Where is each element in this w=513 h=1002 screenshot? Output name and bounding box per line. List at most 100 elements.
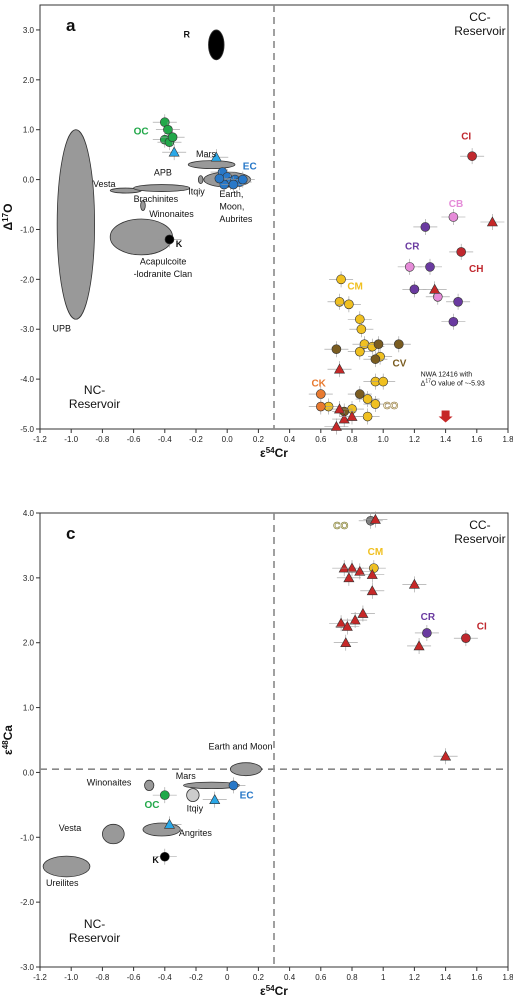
panel-c-ellipse-winonaites (144, 779, 155, 791)
panel-a-point-cr (448, 316, 459, 327)
panel-c-nc-region-label: Reservoir (69, 931, 120, 945)
panel-a-point-cr (409, 284, 420, 295)
panel-c-x-tick-label: 1 (381, 973, 386, 982)
panel-c-point-ungrouped-cc (354, 565, 366, 576)
panel-a-point-cm (356, 324, 367, 335)
label-itqiy: Itqiy (187, 803, 204, 813)
panel-a-x-tick-label: 0.4 (284, 435, 296, 444)
panel-c-ellipse-earth-and-moon (229, 762, 262, 777)
panel-c-point-ungrouped-cc (343, 572, 355, 583)
panel-a-x-tick-label: 1.0 (378, 435, 390, 444)
label-winonaites: Winonaites (149, 209, 194, 219)
label-winonaites: Winonaites (87, 777, 132, 787)
panel-c-point-ungrouped-cc (366, 568, 378, 579)
panel-a-x-tick-label: 0.6 (315, 435, 327, 444)
panel-a-cc-region-label: CC- (469, 10, 490, 24)
panel-a-ellipse-mars (187, 160, 236, 170)
panel-c-point-ungrouped-cc (335, 617, 347, 628)
panel-c-y-axis-title: ε48Ca (1, 725, 16, 755)
panel-c-y-tick-label: 0.0 (23, 768, 35, 777)
panel-c-x-tick-label: 0.4 (284, 973, 296, 982)
panel-a-point-cm (362, 394, 373, 404)
label-ci: CI (477, 622, 487, 633)
label-ec: EC (243, 162, 257, 173)
panel-a-ellipse-brachinites (140, 200, 146, 211)
panel-a-point-cv (393, 339, 404, 350)
panel-c-point-ungrouped-cc (369, 513, 381, 524)
panel-a-point-cm (334, 296, 345, 307)
panel-a-point-ungrouped-cc (338, 413, 350, 424)
label-k: K (152, 855, 159, 865)
panel-c-x-tick-label: -0.2 (189, 973, 203, 982)
panel-c-ellipse-ureilites (42, 855, 91, 878)
panel-c-nc-region-label: NC- (84, 917, 105, 931)
panel-a-panel-letter: a (66, 16, 76, 35)
label-oc: OC (134, 127, 149, 138)
panel-c-cc-region-label: Reservoir (454, 532, 505, 546)
panel-a-point-ungrouped-cc (346, 410, 358, 421)
panel-c-x-tick-label: 1.2 (409, 973, 421, 982)
label-cv: CV (393, 359, 407, 370)
panel-c-y-tick-label: -3.0 (20, 963, 34, 972)
panel-a-x-tick-label: 0.2 (253, 435, 265, 444)
panel-a-point-ungrouped-cc (334, 363, 346, 374)
panel-a-point-cm (378, 376, 389, 387)
panel-c-panel-letter: c (66, 524, 75, 543)
panel-a-x-tick-label: 0.8 (346, 435, 358, 444)
panel-a-point-cm (354, 346, 365, 357)
panel-c-point-oc (160, 790, 170, 800)
panel-c-point-ungrouped-cc (366, 585, 378, 596)
panel-a-point-cm (344, 299, 354, 310)
panel-c-point-ungrouped-cc (346, 562, 358, 573)
panel-c-point-cr (422, 628, 432, 638)
label-co: CO (383, 401, 398, 412)
label-ci: CI (461, 132, 471, 143)
panel-a-x-tick-label: -1.0 (64, 435, 78, 444)
panel-a-x-axis-title: ε54Cr (260, 446, 288, 461)
panel-c-point-ungrouped-nc (163, 818, 175, 829)
annotation-nwa-12416: NWA 12416 with (421, 372, 473, 379)
panel-c-point-k (160, 851, 170, 862)
panel-c-point-ungrouped-cc (338, 562, 350, 573)
panel-c-x-tick-label: 0 (225, 973, 230, 982)
panel-c-point-ungrouped-cc (440, 750, 452, 761)
panel-a-point-cm (370, 399, 381, 409)
panel-a-point-ungrouped-nc (168, 146, 180, 157)
panel-a-y-tick-label: -4.0 (20, 375, 34, 384)
panel-a-y-tick-label: -1.0 (20, 225, 34, 234)
panel-a-y-tick-label: -5.0 (20, 425, 34, 434)
label-ck: CK (311, 379, 326, 390)
panel-a-point-cm (354, 314, 365, 325)
panel-a-x-tick-label: -0.2 (189, 435, 203, 444)
annotation-nwa-value: Δ17O value of ~-5.93 (421, 379, 485, 388)
label-mars: Mars (176, 771, 196, 781)
panel-a-x-tick-label: -0.4 (158, 435, 172, 444)
panel-c-y-tick-label: 1.0 (23, 704, 35, 713)
label-vesta: Vesta (93, 179, 116, 189)
panel-a-point-cb (404, 262, 415, 272)
panel-a-point-ci (456, 247, 467, 257)
panel-a-y-tick-label: 0.0 (23, 176, 35, 185)
label-apb: APB (154, 168, 172, 178)
panel-a-x-tick-label: -0.8 (96, 435, 110, 444)
panel-a-point-cm (336, 274, 346, 285)
panel-a-ellipse-apb (133, 184, 191, 192)
panel-a-point-ungrouped-cc (429, 283, 441, 294)
label-acapulcoite: Acapulcoite (140, 256, 187, 266)
panel-a-point-ck (315, 389, 326, 399)
panel-c-x-tick-label: 1.8 (502, 973, 513, 982)
panel-c-x-tick-label: 0.6 (315, 973, 327, 982)
panel-a-point-ec (214, 173, 225, 184)
panel-a-point-ec (228, 179, 239, 190)
panel-a-point-cv (331, 344, 342, 354)
label-itqiy: Itqiy (188, 187, 205, 197)
panel-c-point-ungrouped-cc (413, 640, 425, 651)
panel-c-x-tick-label: 0.2 (253, 973, 265, 982)
label-ureilites: Ureilites (46, 878, 79, 888)
panel-c-point-ci (461, 633, 471, 643)
label-cb: CB (449, 199, 463, 210)
panel-a-x-tick-label: 0.0 (222, 435, 234, 444)
panel-a-x-tick-label: 1.4 (440, 435, 452, 444)
panel-a-y-tick-label: 3.0 (23, 26, 35, 35)
panel-a-nc-region-label: Reservoir (69, 397, 120, 411)
